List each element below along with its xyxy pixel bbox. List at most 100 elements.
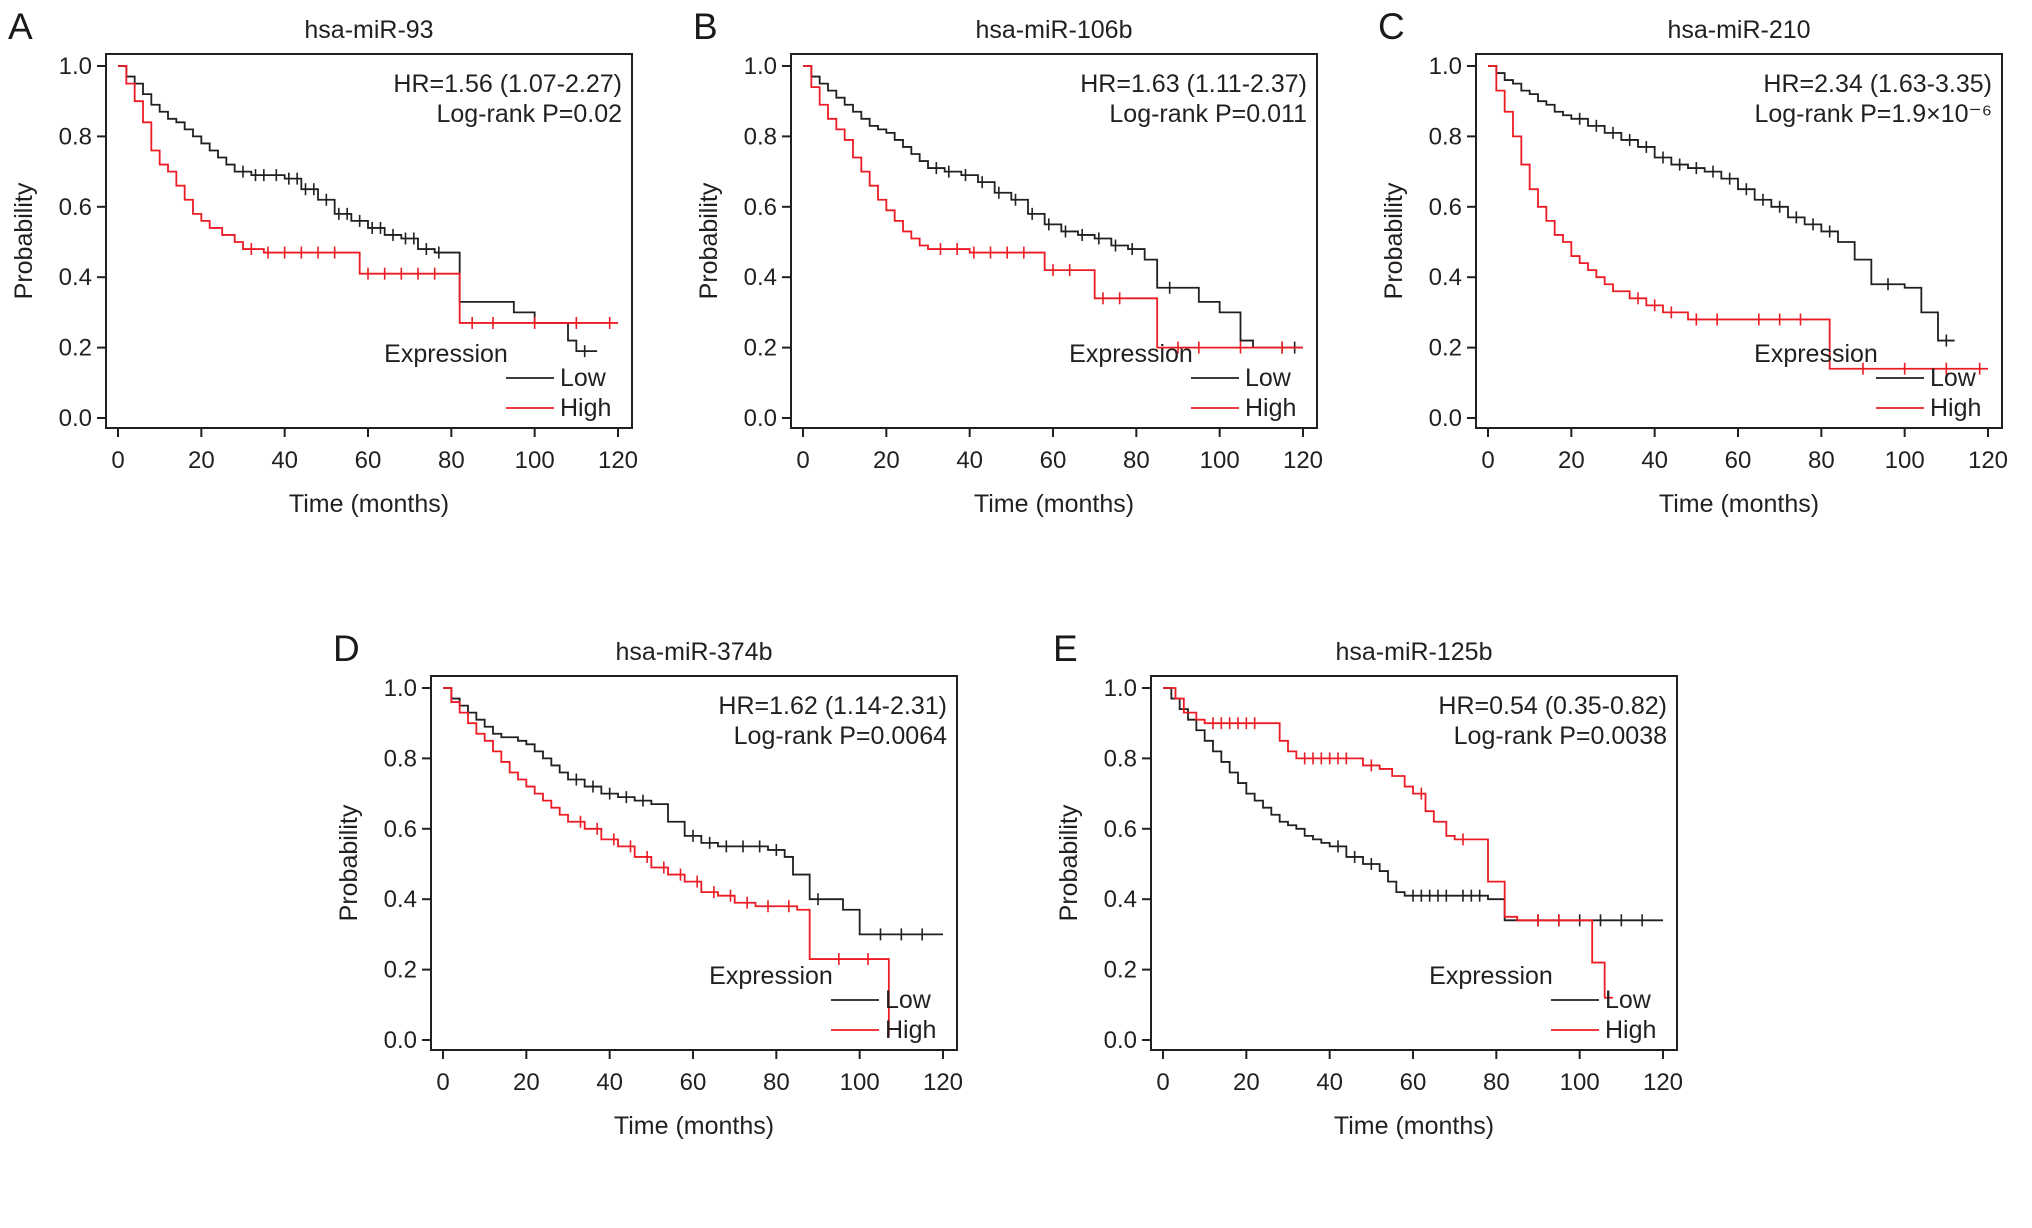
y-tick-label: 1.0 (384, 675, 417, 702)
x-tick-label: 0 (111, 447, 124, 474)
y-tick-label: 0.4 (384, 886, 417, 913)
legend-high-label: High (1930, 394, 1981, 422)
legend-high-label: High (885, 1016, 936, 1044)
panel-label-e: E (1053, 628, 1078, 669)
legend-low-label: Low (1245, 364, 1292, 392)
y-tick-label: 0.4 (744, 264, 777, 291)
hr-annotation: HR=1.63 (1.11-2.37) (1080, 70, 1307, 98)
y-tick-label: 0.2 (59, 335, 92, 362)
y-tick-label: 1.0 (1429, 53, 1462, 80)
legend-title: Expression (1429, 962, 1553, 990)
x-tick-label: 0 (1156, 1069, 1169, 1096)
top-row: A hsa-miR-93 0.0 0.2 0.4 0.6 0.8 1.0 0 20 40 60 80 1… (0, 0, 2032, 540)
legend-title: Expression (1754, 340, 1878, 368)
y-tick-label: 0.4 (59, 264, 92, 291)
y-axis-label: Probability (1380, 182, 1408, 299)
panel-label-c: C (1378, 6, 1405, 47)
x-tick-label: 20 (513, 1069, 540, 1096)
survival-curve-high (1488, 65, 1988, 370)
survival-curve-high (1163, 687, 1613, 999)
x-tick-label: 40 (956, 447, 983, 474)
x-tick-label: 40 (1641, 447, 1668, 474)
logrank-annotation: Log-rank P=0.02 (436, 100, 622, 128)
x-tick-label: 120 (1643, 1069, 1683, 1096)
x-tick-label: 60 (1725, 447, 1752, 474)
logrank-annotation: Log-rank P=1.9×10⁻⁶ (1754, 100, 1992, 128)
y-tick-label: 0.6 (1429, 194, 1462, 221)
x-tick-label: 80 (438, 447, 465, 474)
x-tick-label: 100 (1560, 1069, 1600, 1096)
km-panel-e: E hsa-miR-125b 0.0 0.2 0.4 0.6 0.8 1.0 0 20 40 60 8… (1051, 628, 1701, 1162)
km-plot-svg: hsa-miR-93 0.0 0.2 0.4 0.6 0.8 1.0 0 20 40 60 80 100… (10, 16, 638, 518)
legend-high-label: High (560, 394, 611, 422)
x-tick-label: 120 (923, 1069, 963, 1096)
y-tick-label: 0.0 (1429, 405, 1462, 432)
survival-curve-low (1163, 687, 1663, 922)
x-axis-label: Time (months) (974, 490, 1134, 518)
km-panel-d: D hsa-miR-374b 0.0 0.2 0.4 0.6 0.8 1.0 0 20 40 60 8… (331, 628, 981, 1162)
km-plot-svg: hsa-miR-374b 0.0 0.2 0.4 0.6 0.8 1.0 0 20 40 60 80 1… (335, 638, 963, 1140)
hr-annotation: HR=1.62 (1.14-2.31) (718, 692, 947, 720)
hr-annotation: HR=2.34 (1.63-3.35) (1763, 70, 1992, 98)
bottom-row: D hsa-miR-374b 0.0 0.2 0.4 0.6 0.8 1.0 0 20 40 60 8… (0, 628, 2032, 1162)
y-tick-label: 1.0 (59, 53, 92, 80)
panel-label-b: B (693, 6, 718, 47)
y-axis-label: Probability (1055, 804, 1083, 921)
x-tick-label: 40 (1316, 1069, 1343, 1096)
x-tick-label: 100 (1200, 447, 1240, 474)
x-axis-label: Time (months) (614, 1112, 774, 1140)
x-tick-label: 80 (1123, 447, 1150, 474)
logrank-annotation: Log-rank P=0.011 (1109, 100, 1307, 128)
survival-curve-high (443, 687, 890, 1037)
survival-curve-low (803, 65, 1303, 349)
y-tick-label: 0.2 (1429, 335, 1462, 362)
km-panel-a: A hsa-miR-93 0.0 0.2 0.4 0.6 0.8 1.0 0 20 40 60 80 1… (6, 6, 656, 540)
y-tick-label: 0.4 (1104, 886, 1137, 913)
y-tick-label: 0.8 (1429, 123, 1462, 150)
km-plot-svg: hsa-miR-125b 0.0 0.2 0.4 0.6 0.8 1.0 0 20 40 60 80 1… (1055, 638, 1683, 1140)
survival-curve-high (803, 65, 1303, 349)
panel-title: hsa-miR-93 (304, 16, 433, 44)
panel-title: hsa-miR-210 (1667, 16, 1810, 44)
hr-annotation: HR=0.54 (0.35-0.82) (1438, 692, 1667, 720)
y-tick-label: 0.8 (384, 745, 417, 772)
legend-title: Expression (1069, 340, 1193, 368)
x-tick-label: 60 (1040, 447, 1067, 474)
y-tick-label: 0.0 (59, 405, 92, 432)
y-tick-label: 0.8 (59, 123, 92, 150)
y-tick-label: 1.0 (1104, 675, 1137, 702)
x-tick-label: 60 (680, 1069, 707, 1096)
y-tick-label: 0.0 (744, 405, 777, 432)
x-axis-label: Time (months) (289, 490, 449, 518)
x-tick-label: 120 (1968, 447, 2008, 474)
survival-curve-high (118, 65, 618, 324)
x-tick-label: 100 (1885, 447, 1925, 474)
y-tick-label: 0.0 (1104, 1027, 1137, 1054)
hr-annotation: HR=1.56 (1.07-2.27) (393, 70, 622, 98)
logrank-annotation: Log-rank P=0.0038 (1454, 722, 1667, 750)
legend-title: Expression (384, 340, 508, 368)
y-axis-label: Probability (10, 182, 38, 299)
panel-title: hsa-miR-106b (975, 16, 1132, 44)
x-tick-label: 20 (1233, 1069, 1260, 1096)
x-axis-label: Time (months) (1334, 1112, 1494, 1140)
x-tick-label: 100 (515, 447, 555, 474)
x-tick-label: 40 (271, 447, 298, 474)
x-tick-label: 20 (1558, 447, 1585, 474)
km-plot-svg: hsa-miR-106b 0.0 0.2 0.4 0.6 0.8 1.0 0 20 40 60 80 1… (695, 16, 1323, 518)
legend-high-label: High (1245, 394, 1296, 422)
y-tick-label: 0.2 (384, 957, 417, 984)
x-tick-label: 120 (1283, 447, 1323, 474)
x-tick-label: 20 (188, 447, 215, 474)
panel-title: hsa-miR-374b (615, 638, 772, 666)
logrank-annotation: Log-rank P=0.0064 (734, 722, 947, 750)
y-axis-label: Probability (335, 804, 363, 921)
y-axis-label: Probability (695, 182, 723, 299)
x-tick-label: 120 (598, 447, 638, 474)
y-tick-label: 0.8 (744, 123, 777, 150)
survival-curve-low (1488, 65, 1955, 342)
x-tick-label: 60 (1400, 1069, 1427, 1096)
x-tick-label: 0 (436, 1069, 449, 1096)
x-tick-label: 0 (1481, 447, 1494, 474)
legend-low-label: Low (560, 364, 607, 392)
